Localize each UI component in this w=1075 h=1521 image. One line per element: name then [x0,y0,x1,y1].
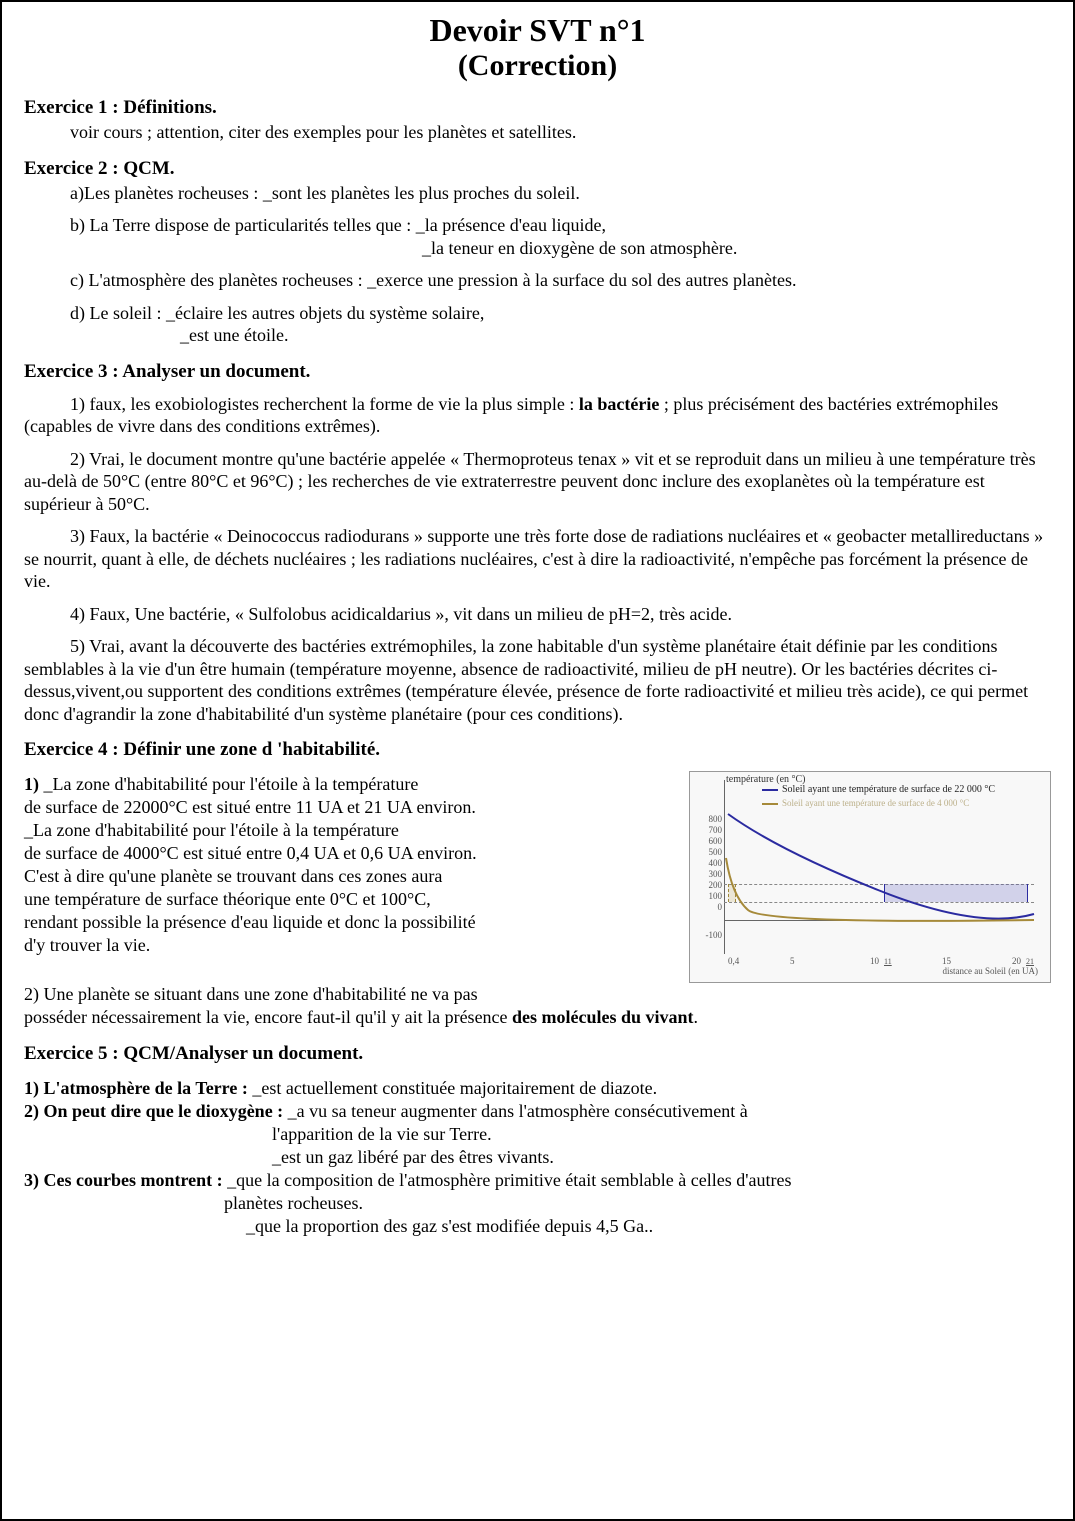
ex2-b2: _la teneur en dioxygène de son atmosphèr… [422,237,1051,260]
ex4-p1-l6: une température de surface théorique ent… [24,888,679,911]
ex5-l3a: 3) Ces courbes montrent : [24,1170,227,1190]
ex4-row: 1) _La zone d'habitabilité pour l'étoile… [24,763,1051,983]
habitability-chart: température (en °C) Soleil ayant une tem… [689,771,1051,983]
ex4-p2b: posséder nécessairement la vie, encore f… [24,1007,512,1027]
ex3-p1b: la bactérie [579,394,659,414]
ex3-p3: 3) Faux, la bactérie « Deinococcus radio… [24,525,1051,593]
chart-curve-tan [726,858,1034,921]
ex5-heading: Exercice 5 : QCM/Analyser un document. [24,1043,1051,1065]
ex4-p2d: . [694,1007,699,1027]
ex4-p2c: des molécules du vivant [512,1007,694,1027]
ex4-p1-l8: d'y trouver la vie. [24,934,679,957]
ex4-p2-l1: 2) Une planète se situant dans une zone … [24,983,1051,1006]
chart-curves [698,780,1042,974]
ex5-l3d: _que la proportion des gaz s'est modifié… [246,1215,1051,1238]
ex4-p1-l3: _La zone d'habitabilité pour l'étoile à … [24,819,679,842]
ex5-l2: 2) On peut dire que le dioxygène : _a vu… [24,1100,1051,1123]
ex5-l2b: _a vu sa teneur augmenter dans l'atmosph… [288,1101,748,1121]
ex2-heading: Exercice 2 : QCM. [24,158,1051,180]
page-title-line1: Devoir SVT n°1 [24,12,1051,49]
ex3-p1a: 1) faux, les exobiologistes recherchent … [70,394,579,414]
ex3-p1: 1) faux, les exobiologistes recherchent … [24,393,1051,438]
ex2-d1: d) Le soleil : _éclaire les autres objet… [70,302,1051,325]
ex2-c: c) L'atmosphère des planètes rocheuses :… [70,269,1051,292]
ex5-l1b: _est actuellement constituée majoritaire… [252,1078,657,1098]
ex2-b1: b) La Terre dispose de particularités te… [70,214,1051,237]
ex2-a: a)Les planètes rocheuses : _sont les pla… [70,182,1051,205]
page: Devoir SVT n°1 (Correction) Exercice 1 :… [0,0,1075,1521]
ex4-text: 1) _La zone d'habitabilité pour l'étoile… [24,763,679,983]
ex4-p1-l7: rendant possible la présence d'eau liqui… [24,911,679,934]
chart-inner: température (en °C) Soleil ayant une tem… [698,780,1042,974]
ex5-l2a: 2) On peut dire que le dioxygène : [24,1101,288,1121]
ex5-l3: 3) Ces courbes montrent : _que la compos… [24,1169,1051,1192]
ex4-p1-l1: _La zone d'habitabilité pour l'étoile à … [44,774,419,794]
ex5-l3c: planètes rocheuses. [224,1192,1051,1215]
ex5-l2d: _est un gaz libéré par des êtres vivants… [272,1146,1051,1169]
ex4-heading: Exercice 4 : Définir une zone d 'habitab… [24,739,1051,761]
ex4-p1-l2: de surface de 22000°C est situé entre 11… [24,796,679,819]
title-block: Devoir SVT n°1 (Correction) [24,12,1051,83]
ex5-l1a: 1) L'atmosphère de la Terre : [24,1078,252,1098]
ex3-p2-real: 2) Vrai, le document montre qu'une bacté… [24,448,1051,516]
ex4-p2-l2: posséder nécessairement la vie, encore f… [24,1006,1051,1029]
ex5-l1: 1) L'atmosphère de la Terre : _est actue… [24,1077,1051,1100]
chart-curve-blue [728,814,1034,919]
ex3-p4: 4) Faux, Une bactérie, « Sulfolobus acid… [24,603,1051,626]
ex4-p1-line1: 1) _La zone d'habitabilité pour l'étoile… [24,773,679,796]
page-title-line2: (Correction) [24,49,1051,83]
ex4-p1-l5: C'est à dire qu'une planète se trouvant … [24,865,679,888]
ex4-p1-lead: 1) [24,774,44,794]
ex3-heading: Exercice 3 : Analyser un document. [24,361,1051,383]
ex3-p5: 5) Vrai, avant la découverte des bactéri… [24,635,1051,725]
ex5-l3b: _que la composition de l'atmosphère prim… [227,1170,791,1190]
ex1-heading: Exercice 1 : Définitions. [24,97,1051,119]
ex2-d2: _est une étoile. [180,324,1051,347]
ex4-p1-l4: de surface de 4000°C est situé entre 0,4… [24,842,679,865]
ex5-l2c: l'apparition de la vie sur Terre. [272,1123,1051,1146]
ex1-line: voir cours ; attention, citer des exempl… [70,121,1051,144]
